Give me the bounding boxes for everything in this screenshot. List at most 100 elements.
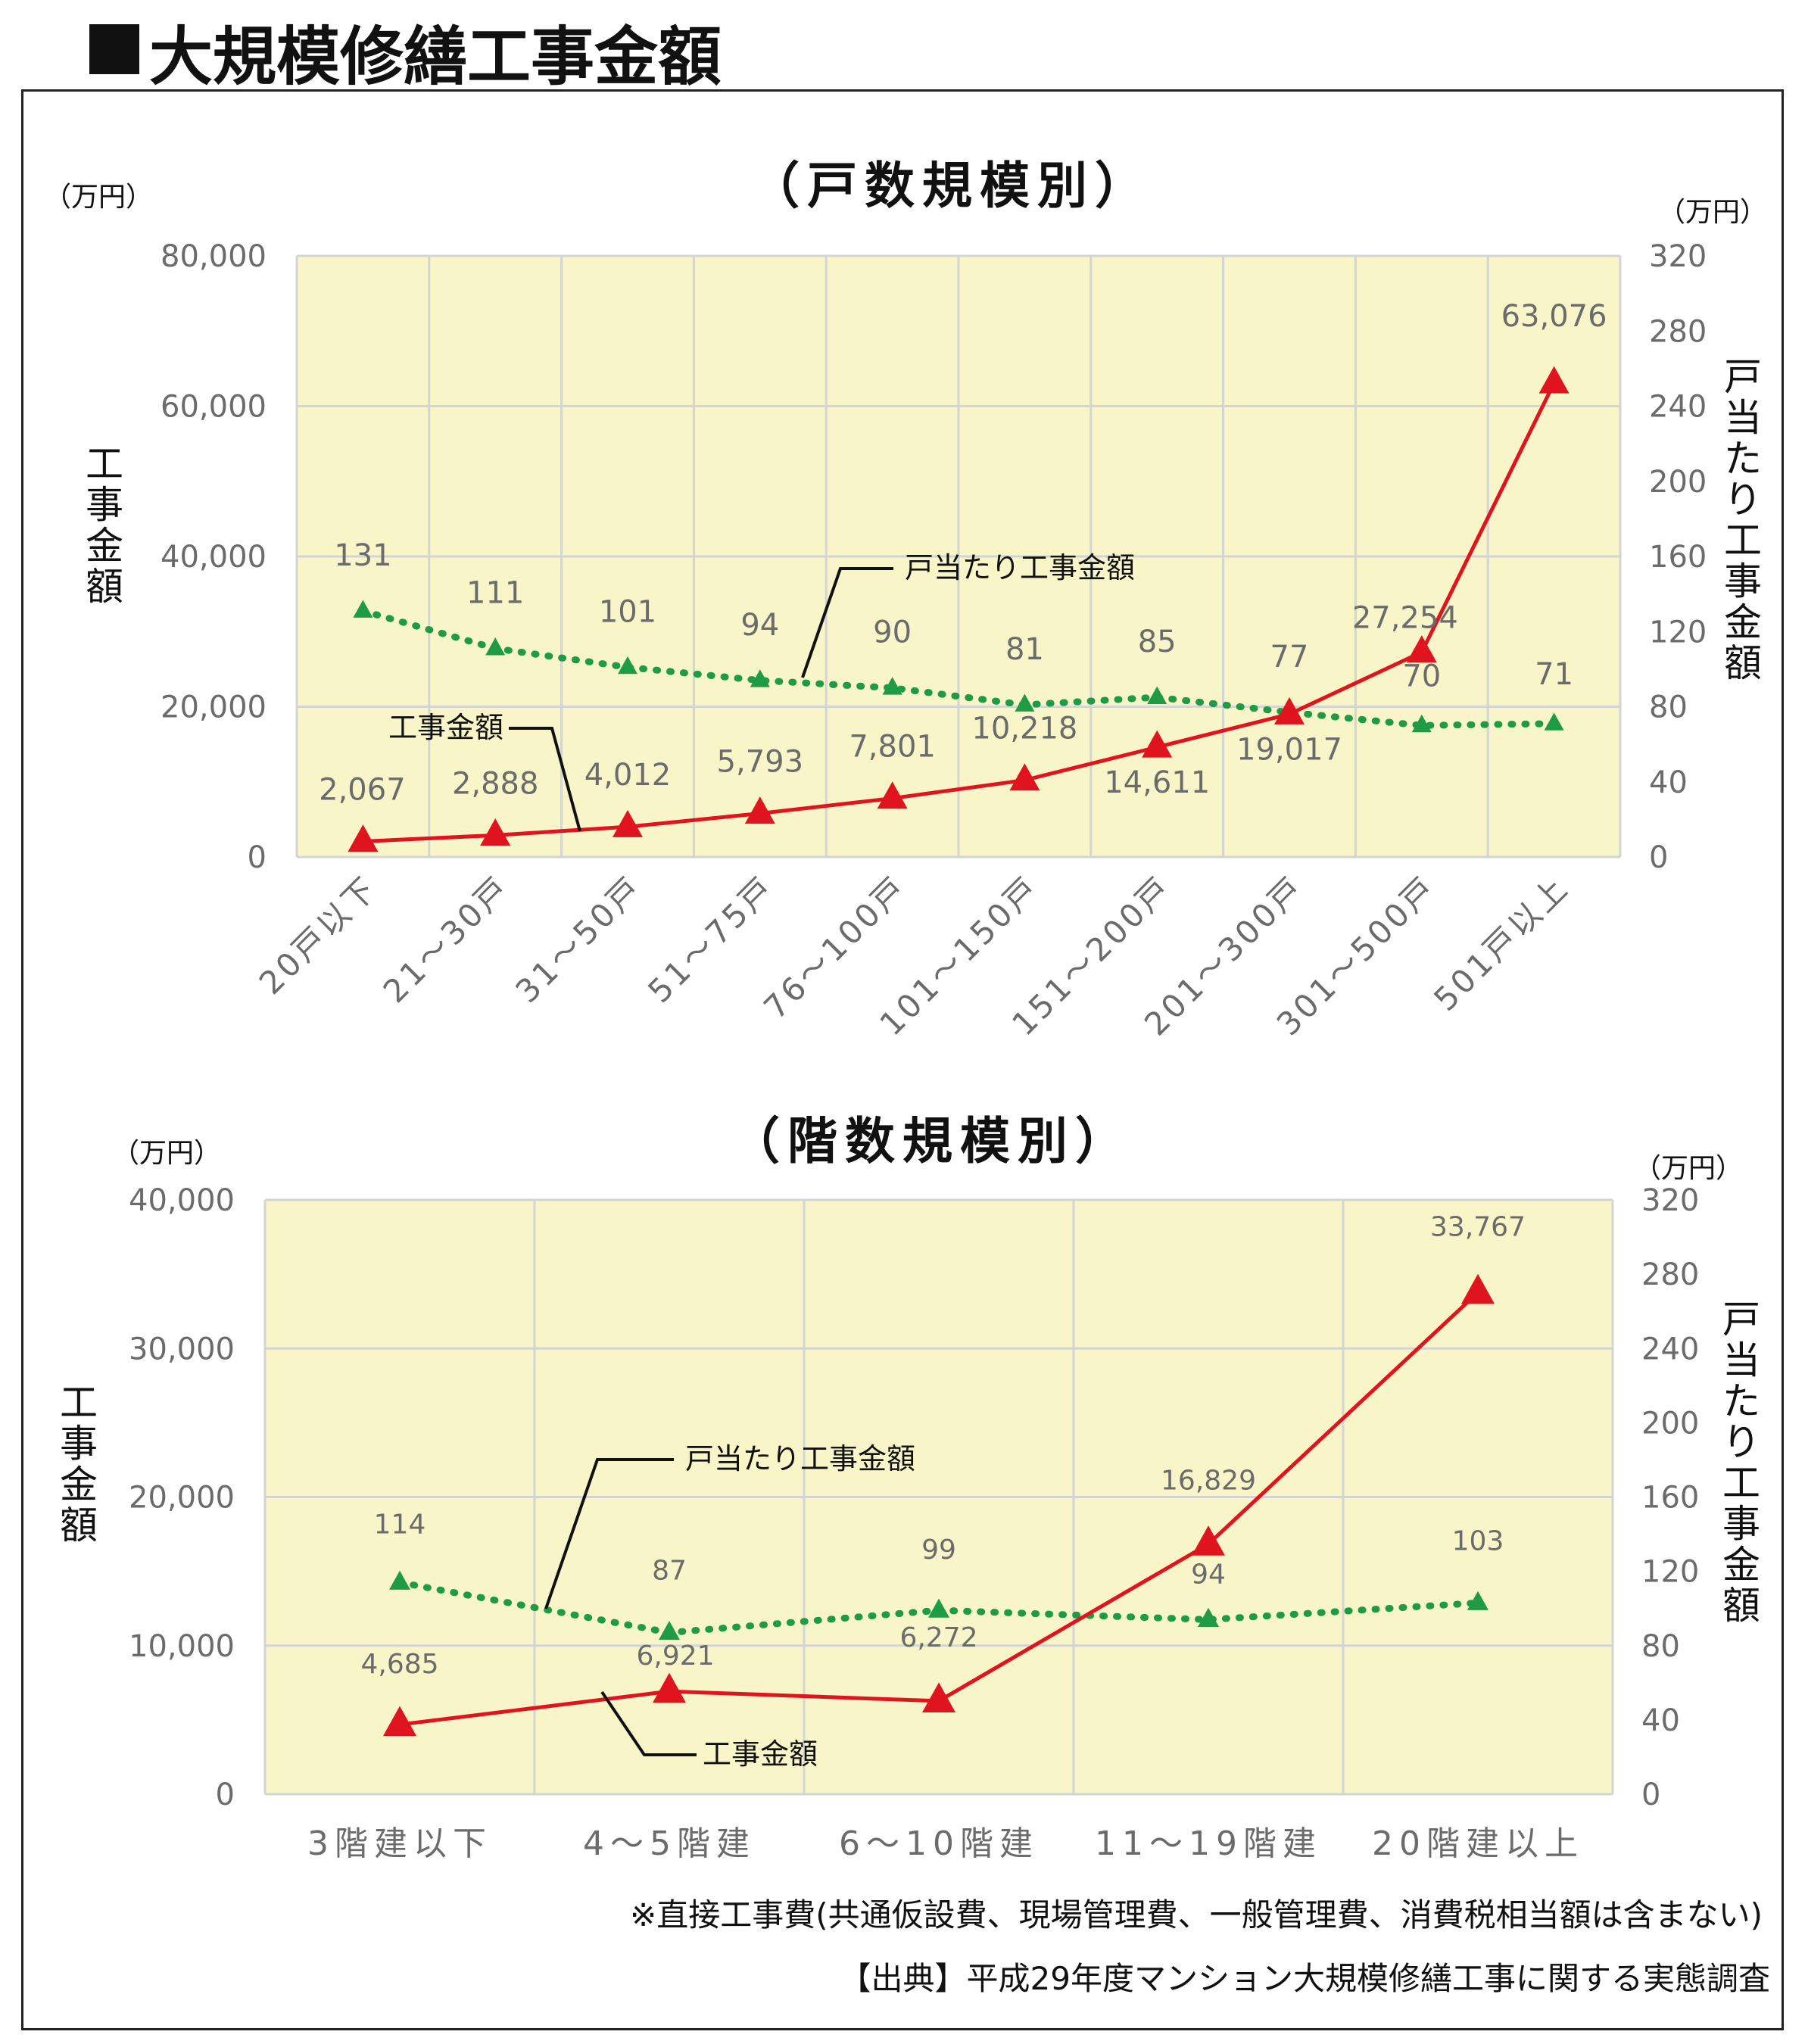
per-unit-marker [1467, 1591, 1488, 1610]
y2-tick-label: 40 [1641, 1703, 1680, 1738]
y-tick-label: 0 [216, 1778, 235, 1812]
y-tick-label: 20,000 [161, 690, 267, 725]
total-marker [383, 1706, 416, 1737]
x-category-label: 501戸以上 [1426, 868, 1576, 1017]
series-callout-line [600, 1690, 697, 1756]
y-axis-title: 事 [60, 1422, 98, 1466]
per-unit-data-label: 103 [1452, 1525, 1504, 1556]
y2-tick-label: 120 [1641, 1555, 1699, 1590]
y-tick-label: 40,000 [129, 1183, 235, 1218]
total-marker [1274, 696, 1305, 724]
page-title: 大規模修繕工事金額 [149, 20, 722, 94]
total-marker [744, 796, 775, 824]
per-unit-marker [1198, 1607, 1219, 1627]
per-unit-marker [618, 656, 637, 675]
x-category-label: 51～75戸 [641, 868, 782, 1010]
y2-tick-label: 120 [1649, 615, 1707, 650]
x-category-label: 31～50戸 [508, 868, 650, 1010]
per-unit-data-label: 71 [1535, 657, 1573, 692]
y-axis-title: 事 [86, 483, 123, 527]
y-tick-label: 80,000 [161, 239, 267, 274]
y2-tick-label: 0 [1649, 840, 1668, 875]
per-unit-marker [882, 677, 902, 695]
per-unit-data-label: 87 [652, 1556, 687, 1587]
total-marker [1461, 1273, 1495, 1304]
y2-axis-title: た [1722, 1379, 1760, 1423]
total-marker [1142, 730, 1173, 758]
y-tick-label: 20,000 [129, 1481, 235, 1516]
series-callout-line [801, 567, 893, 678]
y2-axis-title: 戸 [1724, 355, 1762, 399]
y2-tick-label: 320 [1641, 1183, 1699, 1218]
chart-title: （階数規模別） [730, 1112, 1133, 1170]
y2-tick-label: 160 [1649, 540, 1707, 575]
y2-axis-title: 工 [1724, 519, 1762, 562]
left-axis-unit: （万円） [112, 1138, 221, 1169]
total-marker [1538, 366, 1570, 394]
y2-axis-title: 額 [1722, 1584, 1760, 1628]
y2-axis-title: 工 [1722, 1461, 1760, 1505]
per-unit-marker [750, 669, 770, 687]
y2-axis-title: 戸 [1722, 1298, 1760, 1341]
per-unit-marker [1544, 712, 1564, 731]
right-axis-unit: （万円） [1658, 197, 1767, 228]
y2-tick-label: 320 [1649, 239, 1707, 274]
total-marker [613, 809, 643, 837]
series-callout-label: 戸当たり工事金額 [685, 1442, 915, 1475]
x-category-label: 20戸以下 [252, 868, 385, 1002]
x-category-label: 11～19階建 [1095, 1824, 1322, 1863]
total-data-label: 10,218 [971, 712, 1077, 746]
footnote-direct-cost: ※直接工事費(共通仮設費、現場管理費、一般管理費、消費税相当額は含まない) [630, 1896, 1763, 1933]
y2-tick-label: 0 [1641, 1778, 1660, 1812]
total-marker [1009, 763, 1040, 791]
y-tick-label: 40,000 [161, 540, 267, 575]
per-unit-data-label: 90 [873, 615, 912, 650]
y-tick-label: 30,000 [129, 1332, 235, 1366]
total-data-label: 27,254 [1352, 601, 1458, 636]
y2-tick-label: 240 [1649, 390, 1707, 425]
y2-tick-label: 240 [1641, 1332, 1699, 1366]
right-axis-unit: （万円） [1634, 1153, 1743, 1184]
per-unit-data-label: 101 [599, 594, 656, 629]
total-marker [653, 1672, 686, 1703]
y-axis-title: 額 [86, 565, 123, 609]
series-callout-label: 工事金額 [388, 711, 503, 744]
y2-axis-title: 事 [1722, 1502, 1760, 1546]
total-data-label: 14,611 [1104, 765, 1210, 800]
x-category-label: 4～5階建 [583, 1824, 756, 1863]
per-unit-marker [485, 637, 506, 656]
y2-axis-title: 事 [1724, 559, 1762, 603]
figure-frame [21, 89, 1784, 2030]
chart-title: （戸数規模別） [750, 157, 1152, 215]
per-unit-marker [1147, 686, 1167, 704]
per-unit-data-label: 85 [1138, 625, 1177, 659]
y2-tick-label: 80 [1641, 1629, 1680, 1664]
y2-axis-title: 金 [1724, 600, 1762, 644]
y-tick-label: 0 [248, 840, 267, 875]
total-marker [877, 781, 908, 809]
per-unit-data-label: 111 [466, 576, 524, 611]
total-data-label: 33,767 [1430, 1211, 1526, 1242]
x-category-label: 6～10階建 [839, 1824, 1039, 1863]
y2-tick-label: 40 [1649, 765, 1688, 800]
y2-axis-title: り [1724, 478, 1762, 522]
y-axis-title: 金 [86, 524, 123, 568]
x-category-label: 20階建以上 [1372, 1824, 1584, 1863]
per-unit-data-label: 114 [374, 1509, 426, 1540]
per-unit-data-label: 77 [1270, 640, 1309, 675]
per-unit-marker [659, 1620, 680, 1640]
per-unit-marker [1015, 693, 1035, 712]
footnote-source: 【出典】平成29年度マンション大規模修繕工事に関する実態調査 [839, 1960, 1770, 1997]
total-data-label: 2,888 [452, 766, 539, 801]
y2-tick-label: 80 [1649, 690, 1688, 725]
total-data-label: 4,685 [360, 1649, 438, 1680]
per-unit-data-label: 94 [1191, 1559, 1226, 1590]
total-data-label: 6,921 [636, 1640, 714, 1672]
y2-axis-title: た [1724, 437, 1762, 481]
per-unit-marker [928, 1598, 949, 1618]
total-data-label: 19,017 [1236, 732, 1342, 767]
total-data-label: 4,012 [584, 758, 672, 793]
y-axis-title: 額 [60, 1503, 98, 1547]
y2-axis-title: 当 [1724, 396, 1762, 440]
